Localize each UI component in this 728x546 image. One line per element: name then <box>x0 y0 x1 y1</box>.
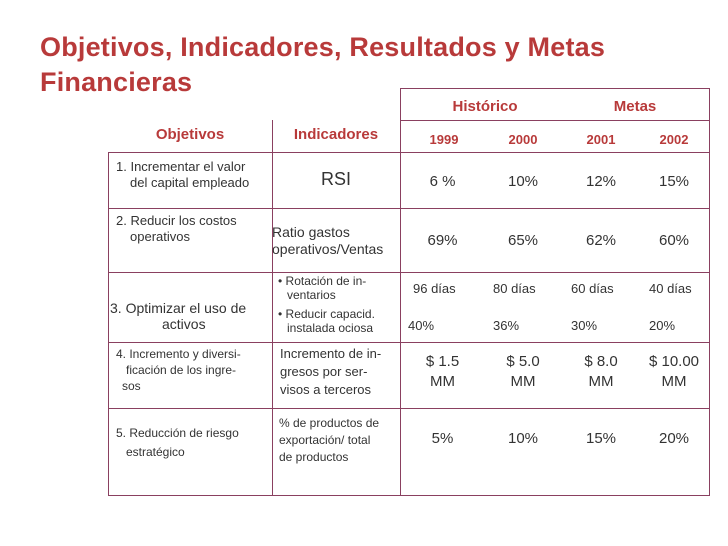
row5-value-1999: 5% <box>431 430 454 447</box>
row1-objetivo: 1. Incrementar el valor del capital empl… <box>116 159 272 191</box>
grid-line <box>108 152 109 496</box>
header-year-1999: 1999 <box>429 132 459 147</box>
row3-value-2002-top: 40 días <box>649 281 692 296</box>
row1-value-2001: 12% <box>585 173 617 190</box>
row4-value-2000-amount: $ 5.0 <box>506 353 540 370</box>
row4-value-2002-unit: MM <box>661 373 687 390</box>
header-historico: Histórico <box>452 98 518 115</box>
row2-objetivo-line: 2. Reducir los costos <box>116 213 237 228</box>
row5-objetivo-line: 5. Reducción de riesgo <box>116 426 239 440</box>
grid-line <box>108 495 710 496</box>
row4-value-2000: $ 5.0 MM <box>484 352 562 392</box>
row4-value-2002-amount: $ 10.00 <box>648 353 700 370</box>
header-objetivos: Objetivos <box>155 126 225 143</box>
row5-indicador-line: % de productos de <box>279 416 380 430</box>
header-year-2002: 2002 <box>659 132 689 147</box>
row4-indicador-line: gresos por ser- <box>280 364 368 379</box>
row2-value-2000: 65% <box>507 232 539 249</box>
title-line-2: Financieras <box>40 67 193 97</box>
row3-value-2001-top: 60 días <box>571 281 614 296</box>
header-year-2000: 2000 <box>508 132 538 147</box>
row4-objetivo: 4. Incremento y diversi- ficación de los… <box>116 346 272 394</box>
grid-line <box>108 342 710 343</box>
row5-value-2000: 10% <box>507 430 539 447</box>
header-year-2001: 2001 <box>586 132 616 147</box>
row5-indicador: % de productos de exportación/ total de … <box>279 415 400 466</box>
grid-line <box>108 152 710 153</box>
row4-value-2000-unit: MM <box>510 373 536 390</box>
grid-line <box>108 408 710 409</box>
row3-value-2001-bottom: 30% <box>571 318 598 333</box>
row3-value-2000-bottom: 36% <box>493 318 520 333</box>
row4-value-2002: $ 10.00 MM <box>638 352 710 392</box>
row3-indicador-line: ventarios <box>287 288 336 302</box>
header-metas: Metas <box>613 98 657 115</box>
row2-objetivo-line: operativos <box>130 229 190 244</box>
grid-line <box>108 208 710 209</box>
row3-objetivo-line: 3. Optimizar el uso de <box>110 300 247 316</box>
title-line-1: Objetivos, Indicadores, Resultados y Met… <box>40 32 606 62</box>
row2-value-2001: 62% <box>585 232 617 249</box>
row4-objetivo-line: 4. Incremento y diversi- <box>116 347 241 361</box>
row1-objetivo-line: del capital empleado <box>130 175 250 190</box>
row2-objetivo: 2. Reducir los costos operativos <box>116 213 272 245</box>
row3-value-2002-bottom: 20% <box>649 318 676 333</box>
header-indicadores: Indicadores <box>293 126 379 143</box>
row3-value-1999-bottom: 40% <box>408 318 435 333</box>
row3-value-1999-top: 96 días <box>413 281 456 296</box>
row2-indicador: Ratio gastos operativos/Ventas <box>272 224 400 258</box>
row5-value-2002: 20% <box>658 430 690 447</box>
grid-line <box>272 120 273 496</box>
row5-objetivo-line: estratégico <box>126 445 185 459</box>
row4-indicador-line: visos a terceros <box>280 382 372 397</box>
grid-line <box>400 88 401 496</box>
row1-indicador: RSI <box>320 169 351 189</box>
row4-indicador: Incremento de in- gresos por ser- visos … <box>280 345 400 399</box>
page-title: Objetivos, Indicadores, Resultados y Met… <box>40 30 605 100</box>
row5-indicador-line: exportación/ total <box>279 433 371 447</box>
row1-value-2000: 10% <box>507 173 539 190</box>
row3-indicador: • Rotación de in- ventarios • Reducir ca… <box>278 274 400 335</box>
grid-line <box>400 120 710 121</box>
row4-value-1999-amount: $ 1.5 <box>425 353 460 370</box>
row3-indicador-line: • Rotación de in- <box>278 274 367 288</box>
row1-objetivo-line: 1. Incrementar el valor <box>116 159 246 174</box>
row4-value-1999-unit: MM <box>430 373 455 390</box>
row3-value-2000-top: 80 días <box>493 281 536 296</box>
row2-indicador-line: operativos/Ventas <box>272 241 384 257</box>
row3-objetivo-line: activos <box>162 316 206 332</box>
row3-objetivo: 3. Optimizar el uso de activos <box>110 300 272 332</box>
row1-value-1999: 6 % <box>429 173 456 190</box>
row4-value-1999: $ 1.5 MM <box>405 352 480 392</box>
row2-indicador-line: Ratio gastos <box>272 224 350 240</box>
grid-line <box>108 272 710 273</box>
row4-value-2001: $ 8.0 MM <box>562 352 640 392</box>
grid-line <box>709 88 710 496</box>
row4-indicador-line: Incremento de in- <box>280 346 382 361</box>
row4-value-2001-unit: MM <box>588 373 614 390</box>
grid-line <box>400 88 710 89</box>
row1-value-2002: 15% <box>658 173 690 190</box>
row2-value-1999: 69% <box>427 232 458 249</box>
row4-objetivo-line: ficación de los ingre- <box>126 363 237 377</box>
row5-objetivo: 5. Reducción de riesgo estratégico <box>116 424 272 462</box>
row3-indicador-line: • Reducir capacid. <box>278 307 375 321</box>
row4-value-2001-amount: $ 8.0 <box>584 353 618 370</box>
row5-value-2001: 15% <box>585 430 617 447</box>
row5-indicador-line: de productos <box>279 450 349 464</box>
row2-value-2002: 60% <box>658 232 690 249</box>
row3-indicador-line: instalada ociosa <box>287 321 374 335</box>
row4-objetivo-line: sos <box>122 379 141 393</box>
